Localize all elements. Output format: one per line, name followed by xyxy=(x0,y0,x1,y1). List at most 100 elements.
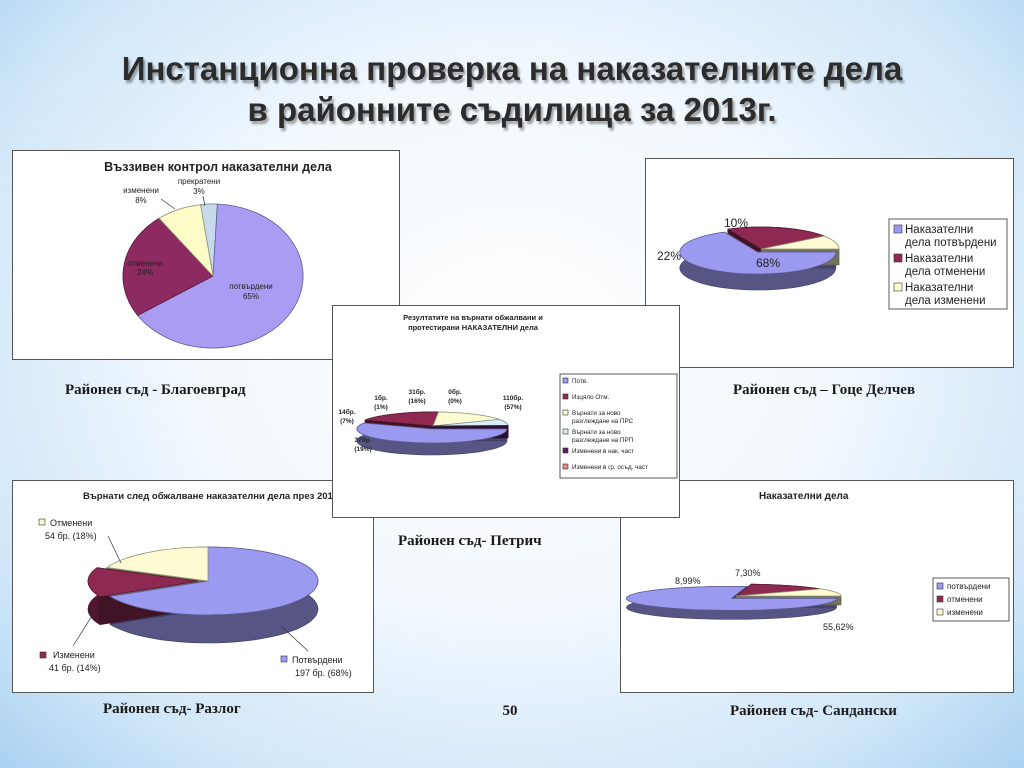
court-label-gotse-delchev: Районен съд – Гоце Делчев xyxy=(733,382,916,398)
data-label-swatch xyxy=(39,651,47,659)
leader-line xyxy=(72,610,96,647)
blagoevgrad-slice-1 xyxy=(137,203,304,349)
legend-swatch xyxy=(562,463,569,470)
legend-label: изменени xyxy=(947,608,983,617)
chart-panel-petrich: Резултатите на върнати обжалвани и протес… xyxy=(332,305,680,518)
data-label-swatch xyxy=(38,518,46,526)
data-label-percent: (7%) xyxy=(340,418,354,425)
razlog-slice-0 xyxy=(108,546,319,616)
data-label-value: 24% xyxy=(137,268,153,277)
legend-box xyxy=(888,218,1008,310)
blagoevgrad-slice-3 xyxy=(158,204,214,278)
legend-label: отменени xyxy=(947,595,983,604)
data-label-percent: (1%) xyxy=(374,404,388,411)
data-label-value: 54 бр. (18%) xyxy=(45,531,97,541)
legend-swatch xyxy=(893,224,903,234)
legend-swatch xyxy=(562,447,569,454)
chart-title: Върнати след обжалване наказателни дела … xyxy=(83,491,346,502)
data-label-value: 41 бр. (14%) xyxy=(49,663,101,673)
slide-title-line-2: в районните съдилища за 2013г. xyxy=(247,91,777,128)
data-label-value: 8,99% xyxy=(675,576,701,586)
data-label-value: 14бр. xyxy=(338,408,355,416)
chart-panel-gotse-delchev: 68% 22% 10% Наказателни дела потвърдени Наказ… xyxy=(645,158,1014,368)
legend-label: Изменени в гр. осъд. част xyxy=(572,464,648,471)
petrich-slice-0 xyxy=(356,422,508,444)
razlog-slice-2 xyxy=(106,546,209,582)
data-label-value: 1бр. xyxy=(374,394,388,402)
legend-label: разглеждане на ПРП xyxy=(572,437,634,444)
legend-label: Изцяло Отм. xyxy=(572,394,610,401)
data-label-percent: (16%) xyxy=(408,398,425,405)
legend-swatch xyxy=(936,608,944,616)
court-label-sandanski: Районен съд- Сандански xyxy=(730,703,897,719)
chart-title: Въззивен контрол наказателни дела xyxy=(104,160,333,174)
data-label-value: 197 бр. (68%) xyxy=(295,668,352,678)
legend-swatch xyxy=(893,253,903,263)
legend-swatch xyxy=(936,582,944,590)
legend-label: разглеждане на ПРС xyxy=(572,418,634,425)
court-label-razlog: Районен съд- Разлог xyxy=(103,701,241,717)
legend-label: дела изменени xyxy=(905,295,986,307)
data-label-category: Потвърдени xyxy=(292,655,343,665)
gotse-slice-0 xyxy=(679,231,837,275)
data-label-value: 7,30% xyxy=(735,568,761,578)
chart-title: Резултатите на върнати обжалвани и xyxy=(403,313,543,322)
pie-chart-sandanski: Наказателни дела 55,62% 8,99% 7,30% потвърде… xyxy=(626,491,1010,632)
leader-line xyxy=(107,535,122,564)
legend-box xyxy=(559,373,678,479)
data-label-category: Изменени xyxy=(53,650,95,660)
data-label-value: 110бр. xyxy=(503,394,523,402)
petrich-slice-4 xyxy=(432,425,509,427)
chart-panel-sandanski: Наказателни дела 55,62% 8,99% 7,30% потвърде… xyxy=(620,480,1014,693)
data-label-value: 22% xyxy=(657,249,681,263)
page-number: 50 xyxy=(502,703,518,719)
legend-label: потвърдени xyxy=(947,582,991,591)
data-label-category: Отменени xyxy=(50,518,92,528)
legend-swatch xyxy=(936,595,944,603)
data-label-value: 0бр. xyxy=(448,388,462,396)
leader-line xyxy=(280,625,309,652)
legend-label: Изменени в нак. част xyxy=(572,448,634,455)
legend-swatch xyxy=(562,393,569,400)
data-label-category: отменени xyxy=(127,259,163,268)
legend-label: Наказателни xyxy=(905,253,973,265)
data-label-value: 8% xyxy=(135,196,147,205)
legend-label: дела отменени xyxy=(905,266,985,278)
legend-label: Върнати за ново xyxy=(572,429,621,436)
chart-panel-blagoevgrad: Въззивен контрол наказателни дела потвърд… xyxy=(12,150,400,360)
legend-label: Наказателни xyxy=(905,282,973,294)
data-label-percent: (19%) xyxy=(354,446,371,453)
data-label-swatch xyxy=(280,655,288,663)
data-label-value: 55,62% xyxy=(823,622,854,632)
legend-swatch xyxy=(562,377,569,384)
gotse-slice-2 xyxy=(760,235,840,250)
chart-title: протестирани НАКАЗАТЕЛНИ дела xyxy=(408,323,539,332)
data-label-value: 65% xyxy=(243,292,259,301)
data-label-category: потвърдени xyxy=(229,282,273,291)
legend-label: Наказателни xyxy=(905,224,973,236)
leader-line xyxy=(160,198,176,210)
slide-title-line-1: Инстанционна проверка на наказателните д… xyxy=(121,50,903,87)
data-label-percent: (57%) xyxy=(504,404,521,411)
legend-label: дела потвърдени xyxy=(905,237,997,249)
data-label-category: прекратени xyxy=(178,177,220,186)
sandanski-slice-2 xyxy=(735,588,842,597)
data-label-value: 37бр. xyxy=(354,436,371,444)
leader-line xyxy=(202,195,206,207)
pie-chart-razlog: Върнати след обжалване наказателни дела … xyxy=(38,491,352,678)
petrich-slice-2 xyxy=(432,411,500,427)
gotse-slice-1 xyxy=(726,226,826,250)
legend-label: Потв. xyxy=(572,378,588,385)
chart-title: Наказателни дела xyxy=(759,491,849,502)
legend-label: Върнати за ново xyxy=(572,410,621,417)
data-label-value: 10% xyxy=(724,216,748,230)
slide-title: Инстанционна проверка на наказателните д… xyxy=(0,48,1024,130)
sandanski-slice-0 xyxy=(626,585,837,611)
data-label-value: 68% xyxy=(756,256,780,270)
legend-swatch xyxy=(893,282,903,292)
chart-panel-razlog: Върнати след обжалване наказателни дела … xyxy=(12,480,374,693)
legend-box xyxy=(932,577,1010,622)
data-label-category: изменени xyxy=(123,186,159,195)
pie-chart-petrich: Резултатите на върнати обжалвани ипротес… xyxy=(338,313,678,479)
